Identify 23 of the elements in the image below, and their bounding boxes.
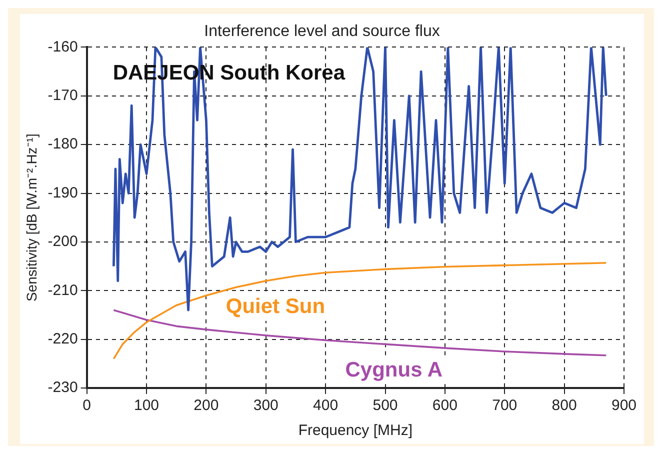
x-tick-label: 100 xyxy=(134,397,160,414)
x-tick-label: 0 xyxy=(82,397,91,414)
series-label: Quiet Sun xyxy=(226,295,326,318)
y-tick-label: -210 xyxy=(48,282,78,299)
y-tick-label: -200 xyxy=(48,233,78,250)
series-label: Cygnus A xyxy=(345,358,442,382)
x-tick-label: 600 xyxy=(432,397,458,414)
x-tick-label: 900 xyxy=(611,397,637,414)
x-tick-label: 300 xyxy=(253,397,278,414)
x-tick-label: 400 xyxy=(313,397,338,414)
chart-title: Interference level and source flux xyxy=(204,23,440,40)
x-tick-label: 200 xyxy=(194,397,219,414)
y-tick-label: -220 xyxy=(48,330,78,348)
y-tick-label: -180 xyxy=(48,136,78,153)
x-tick-label: 800 xyxy=(552,397,577,414)
y-tick-label: -190 xyxy=(48,184,78,202)
x-tick-label: 500 xyxy=(372,397,398,414)
y-tick-label: -230 xyxy=(48,379,78,396)
x-axis-title: Frequency [MHz] xyxy=(298,422,413,440)
y-tick-label: -170 xyxy=(48,87,78,104)
y-tick-label: -160 xyxy=(48,38,78,56)
x-tick-label: 700 xyxy=(492,397,518,414)
y-axis-title: Sensitivity [dB [W.m⁻².Hz⁻¹] xyxy=(23,134,40,302)
